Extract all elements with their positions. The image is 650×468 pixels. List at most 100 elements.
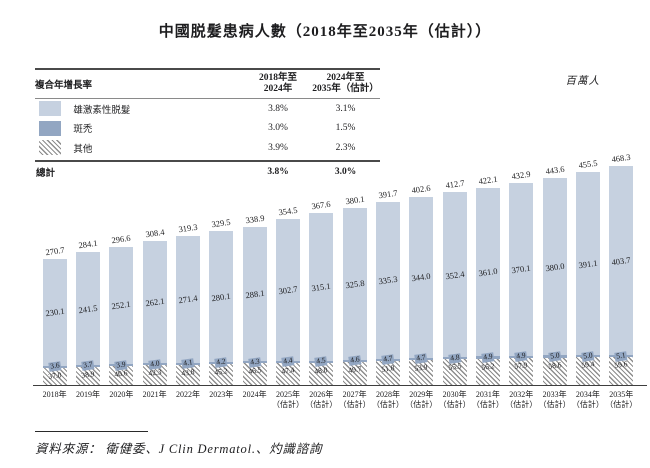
others-value-label: 56.2 bbox=[480, 360, 495, 372]
androgenetic-value-label: 380.0 bbox=[544, 260, 565, 273]
bar bbox=[309, 213, 334, 385]
androgenetic-cagr-1: 3.8% bbox=[268, 103, 288, 114]
others-segment bbox=[142, 365, 167, 385]
table-header-row: 複合年增長率 2018年至 2024年 2024年至 2035年（估計） bbox=[35, 70, 380, 98]
year-label: 2018年 bbox=[42, 390, 67, 399]
year-label: 2022年 bbox=[175, 390, 200, 399]
year-label: 2029年 （估計） bbox=[405, 390, 438, 409]
year-label: 2031年 （估計） bbox=[471, 390, 504, 409]
androgenetic-value-label: 391.1 bbox=[577, 257, 599, 270]
total-row: 總計 3.8% 3.0% bbox=[35, 162, 380, 183]
others-segment bbox=[209, 363, 234, 385]
total-value-label: 422.1 bbox=[477, 173, 499, 187]
bar-group: 296.6 252.1 3.9 40.6 bbox=[105, 158, 138, 385]
year-label: 2026年 （估計） bbox=[305, 390, 338, 409]
total-value-label: 402.6 bbox=[411, 182, 432, 196]
bar bbox=[442, 192, 467, 385]
year-label: 2025年 （估計） bbox=[271, 390, 304, 409]
bar-group: 354.5 302.7 4.4 47.4 bbox=[271, 158, 304, 385]
bar bbox=[609, 166, 634, 385]
androgenetic-segment bbox=[375, 202, 400, 359]
androgenetic-value-label: 325.8 bbox=[344, 277, 365, 290]
total-value-label: 319.3 bbox=[177, 221, 199, 235]
others-segment bbox=[409, 359, 434, 385]
total-value-label: 380.1 bbox=[344, 193, 365, 206]
total-value-label: 367.6 bbox=[311, 199, 332, 212]
chart-title: 中國脱髮患病人數（2018年至2035年（估計）） bbox=[158, 24, 492, 40]
others-value-label: 48.0 bbox=[314, 364, 329, 376]
others-segment bbox=[342, 361, 367, 385]
total-value-label: 270.7 bbox=[44, 244, 65, 257]
others-segment bbox=[109, 366, 134, 385]
androgenetic-segment bbox=[342, 207, 367, 360]
bar-group: 367.6 315.1 4.5 48.0 bbox=[305, 158, 338, 385]
others-cagr-1: 3.9% bbox=[268, 142, 288, 153]
others-segment bbox=[175, 364, 200, 385]
legend-row-androgenetic: 雄激素性脱髮 3.8% 3.1% bbox=[35, 99, 380, 119]
bar-chart: 270.7 230.1 3.6 37.0 284.1 241.5 3.7 38.9 296.6 2… bbox=[38, 152, 638, 385]
bar-group: 308.4 262.1 4.0 42.3 bbox=[138, 158, 171, 385]
androgenetic-segment bbox=[275, 219, 300, 361]
total-value-label: 468.3 bbox=[611, 151, 632, 165]
androgenetic-segment bbox=[509, 182, 534, 356]
others-value-label: 38.9 bbox=[80, 368, 96, 380]
bar-group: 391.7 335.3 4.7 51.8 bbox=[371, 158, 404, 385]
others-segment bbox=[609, 357, 634, 385]
others-segment bbox=[275, 362, 300, 385]
androgenetic-segment bbox=[209, 231, 234, 362]
year-label: 2032年 （估計） bbox=[505, 390, 538, 409]
bar bbox=[75, 252, 100, 385]
bar bbox=[109, 246, 134, 385]
others-segment bbox=[42, 367, 67, 385]
total-value-label: 329.5 bbox=[211, 216, 232, 230]
androgenetic-swatch-icon bbox=[39, 101, 61, 117]
others-swatch-icon bbox=[39, 140, 61, 156]
androgenetic-segment bbox=[42, 258, 67, 367]
total-value-label: 391.7 bbox=[377, 187, 399, 201]
year-label: 2033年 （估計） bbox=[538, 390, 571, 409]
others-value-label: 45.2 bbox=[214, 366, 229, 377]
legend-label-areata: 斑禿 bbox=[73, 125, 93, 136]
bar-group: 422.1 361.0 4.9 56.2 bbox=[471, 158, 504, 385]
total-value-label: 338.9 bbox=[244, 212, 265, 226]
androgenetic-segment bbox=[175, 235, 200, 363]
bar-group: 284.1 241.5 3.7 38.9 bbox=[71, 158, 104, 385]
total-cagr-1: 3.8% bbox=[267, 167, 289, 177]
androgenetic-value-label: 403.7 bbox=[611, 254, 632, 267]
total-label: 總計 bbox=[36, 169, 56, 179]
bar bbox=[475, 187, 500, 385]
others-segment bbox=[75, 366, 100, 385]
others-segment bbox=[309, 362, 334, 385]
others-value-label: 57.9 bbox=[514, 360, 529, 371]
year-label: 2021年 bbox=[142, 390, 167, 399]
others-value-label: 53.9 bbox=[414, 361, 429, 373]
total-value-label: 432.9 bbox=[511, 168, 532, 182]
legend-label-others: 其他 bbox=[73, 144, 93, 155]
table-top-rule bbox=[35, 68, 380, 70]
bar-group: 468.3 403.7 5.1 59.6 bbox=[605, 152, 638, 385]
bar bbox=[342, 207, 367, 385]
androgenetic-value-label: 280.1 bbox=[211, 290, 232, 303]
legend-row-areata: 斑禿 3.0% 1.5% bbox=[35, 119, 380, 139]
total-value-label: 308.4 bbox=[144, 226, 165, 240]
cagr-header-label: 複合年增長率 bbox=[35, 81, 93, 91]
bar bbox=[42, 258, 67, 385]
others-value-label: 58.6 bbox=[547, 359, 562, 371]
legend-row-others: 其他 3.9% 2.3% bbox=[35, 138, 380, 158]
total-cagr-2: 3.0% bbox=[334, 167, 357, 177]
total-value-label: 412.7 bbox=[444, 177, 465, 191]
table-total-rule bbox=[35, 159, 380, 162]
source-rule bbox=[35, 431, 148, 432]
year-label: 2027年 （估計） bbox=[338, 390, 371, 409]
legend-label-androgenetic: 雄激素性脱髮 bbox=[73, 105, 131, 116]
others-segment bbox=[509, 357, 534, 385]
year-label: 2019年 bbox=[75, 390, 100, 399]
androgenetic-segment bbox=[609, 166, 634, 355]
total-value-label: 443.6 bbox=[544, 163, 565, 177]
bar bbox=[142, 241, 167, 385]
others-segment bbox=[442, 359, 467, 385]
cagr-table: 複合年增長率 2018年至 2024年 2024年至 2035年（估計） 雄激素… bbox=[35, 68, 380, 183]
androgenetic-segment bbox=[409, 197, 434, 358]
bar bbox=[275, 219, 300, 385]
